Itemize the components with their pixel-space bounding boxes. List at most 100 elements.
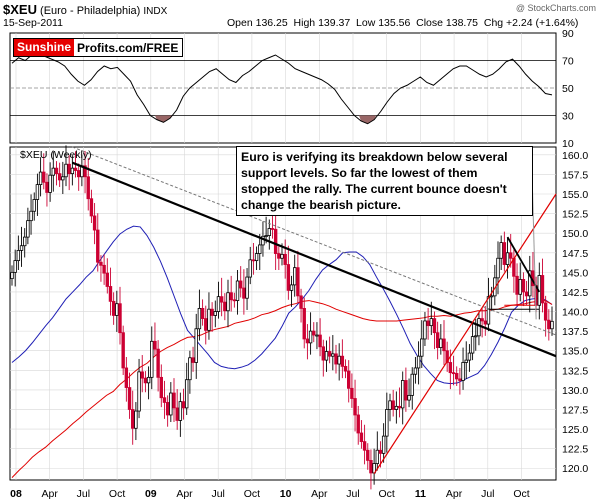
rsi-tick-label: 30 — [562, 111, 574, 123]
candle-body — [324, 351, 329, 361]
candle-body — [359, 432, 364, 443]
candle-body — [394, 405, 399, 410]
candle-body — [388, 400, 392, 410]
candle-body — [200, 308, 205, 319]
candle-body — [289, 284, 294, 291]
candle-body — [467, 352, 472, 361]
black-trendline — [71, 161, 557, 358]
candle-body — [312, 330, 316, 336]
price-tick-label: 155.0 — [562, 189, 588, 201]
candle-body — [308, 330, 313, 344]
candle-body — [318, 334, 322, 348]
candle-body — [115, 303, 119, 316]
candle-body — [486, 296, 491, 325]
candle-body — [528, 270, 532, 297]
x-tick-label: Oct — [109, 488, 125, 500]
candle-body — [105, 272, 109, 287]
rsi-tick-label: 50 — [562, 83, 574, 95]
rsi-tick-label: 10 — [562, 138, 574, 150]
candle-body — [381, 435, 386, 454]
annotation-box: Euro is verifying its breakdown below se… — [236, 146, 533, 216]
candle-body — [270, 228, 275, 230]
x-tick-label: Apr — [42, 488, 59, 500]
candle-body — [407, 394, 411, 401]
candle-body — [448, 362, 453, 374]
price-tick-label: 135.0 — [562, 346, 588, 358]
candle-body — [64, 163, 68, 178]
candle-body — [362, 441, 367, 451]
dashed-trendline — [72, 146, 557, 336]
x-tick-label: 10 — [280, 488, 292, 500]
x-tick-label: Apr — [311, 488, 328, 500]
candle-body — [397, 405, 402, 409]
candle-body — [35, 184, 40, 200]
candle-body — [38, 171, 43, 186]
rsi-tick-label: 90 — [562, 28, 574, 40]
candle-body — [366, 449, 370, 461]
candle-body — [258, 244, 262, 254]
candle-body — [474, 335, 478, 338]
candle-body — [181, 401, 186, 409]
candle-body — [67, 163, 71, 175]
candle-body — [429, 318, 433, 327]
candle-body — [207, 308, 211, 331]
candle-body — [509, 252, 513, 259]
x-axis-labels: 08 Apr Jul Oct 09 Apr Jul Oct 10 Apr Jul Oct 11 Apr Ju… — [10, 488, 530, 500]
candle-body — [86, 176, 90, 200]
rsi-panel — [11, 51, 553, 125]
candle-body — [404, 380, 408, 401]
candle-body — [219, 296, 224, 303]
x-tick-label: Apr — [446, 488, 463, 500]
price-tick-label: 152.5 — [562, 209, 588, 221]
x-tick-label: Jul — [211, 488, 224, 500]
sunshine-profits-logo: Sunshine Profits.com/FREE — [13, 38, 184, 57]
candle-body — [99, 261, 103, 266]
x-tick-label: Apr — [176, 488, 193, 500]
candle-body — [337, 355, 341, 365]
x-tick-label: 09 — [145, 488, 157, 500]
candle-body — [470, 336, 475, 354]
candle-body — [54, 167, 59, 175]
candle-body — [232, 299, 237, 302]
red-uptrend — [373, 193, 557, 475]
candle-body — [347, 370, 351, 389]
rsi-line — [11, 51, 553, 125]
brand-red-part: Sunshine — [14, 39, 75, 56]
candle-body — [121, 332, 125, 369]
price-tick-label: 127.5 — [562, 404, 588, 416]
x-tick-label: Jul — [481, 488, 494, 500]
candle-body — [480, 318, 484, 322]
x-tick-label: Jul — [77, 488, 90, 500]
rsi-oversold-fill — [154, 115, 173, 123]
x-tick-label: Oct — [379, 488, 395, 500]
instrument-name: (Euro - Philadelphia) — [40, 5, 141, 17]
candle-body — [204, 318, 208, 331]
candle-body — [235, 280, 240, 301]
candle-body — [483, 320, 487, 325]
price-candles — [10, 145, 554, 490]
price-tick-label: 132.5 — [562, 365, 588, 377]
candle-body — [150, 340, 154, 378]
candle-body — [83, 165, 87, 178]
x-tick-label: Jul — [346, 488, 359, 500]
candle-body — [416, 355, 421, 369]
candle-body — [375, 449, 379, 464]
candle-body — [188, 357, 192, 381]
candle-body — [264, 235, 268, 237]
candle-body — [521, 279, 526, 293]
candle-body — [124, 367, 129, 388]
candle-body — [280, 253, 284, 259]
candle-body — [439, 338, 443, 348]
candle-body — [185, 379, 189, 409]
candle-body — [464, 359, 468, 363]
candle-body — [331, 353, 335, 357]
candle-body — [162, 397, 167, 403]
candle-body — [413, 367, 418, 375]
candle-body — [10, 271, 14, 280]
candle-body — [327, 351, 332, 357]
candle-body — [293, 267, 297, 286]
candle-body — [245, 276, 249, 299]
price-tick-label: 160.0 — [562, 150, 588, 162]
symbol: $XEU — [3, 2, 37, 17]
x-tick-label: 08 — [10, 488, 22, 500]
